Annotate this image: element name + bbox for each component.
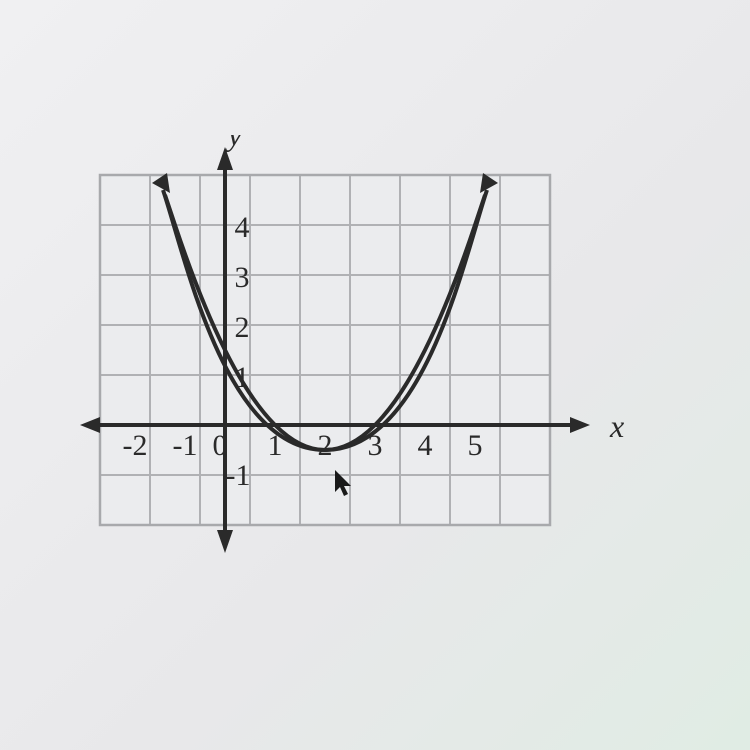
grid-background [100,175,550,525]
x-axis-label: x [609,408,624,444]
x-tick-0: 0 [213,429,228,462]
chart-svg: -2 -1 0 1 2 3 4 5 4 3 2 1 -1 y x [70,135,630,575]
x-tick-4: 4 [418,429,433,462]
y-axis-arrow-down [217,530,233,553]
x-tick-neg1: -1 [173,429,198,462]
x-tick-5: 5 [468,429,483,462]
x-tick-2: 2 [318,429,333,462]
x-axis-arrow-left [80,417,100,433]
x-axis-arrow-right [570,417,590,433]
y-tick-3: 3 [235,261,250,294]
y-axis-label: y [225,135,243,152]
x-tick-neg2: -2 [123,429,148,462]
y-tick-2: 2 [235,311,250,344]
y-tick-neg1: -1 [226,459,251,492]
coordinate-plane-chart: -2 -1 0 1 2 3 4 5 4 3 2 1 -1 y x [70,135,630,575]
y-tick-4: 4 [235,211,250,244]
